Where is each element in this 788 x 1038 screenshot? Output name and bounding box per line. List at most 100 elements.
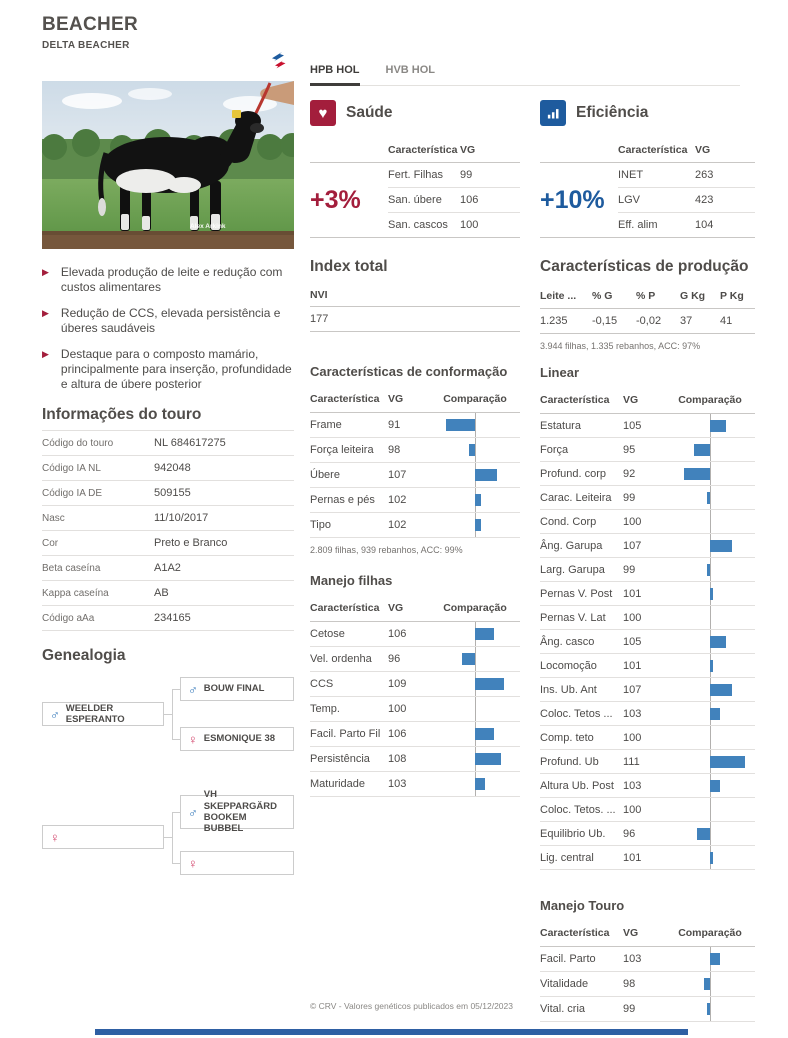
male-icon: ♂ — [50, 706, 60, 722]
comparison-centerline — [710, 972, 711, 996]
table-row: Profund. Ub 111 — [540, 750, 755, 774]
left-column: BEACHER DELTA BEACHER — [41, 14, 304, 887]
info-row: Código aAa 234165 — [42, 606, 294, 631]
comparison-bar — [710, 953, 720, 965]
column-header-vg: VG — [460, 144, 476, 156]
vg-value: 100 — [623, 611, 642, 624]
feature-label: Tipo — [310, 519, 331, 531]
feature-label: Facil. Parto — [540, 953, 596, 965]
table-row: Força 95 — [540, 438, 755, 462]
table-row: INET 263 — [618, 163, 755, 187]
page-subtitle: DELTA BEACHER — [42, 40, 130, 51]
feature-label: Pernas e pés — [310, 494, 375, 506]
feature-label: Comp. teto — [540, 731, 594, 744]
bull-info-table: Código do touro NL 684617275 Código IA NL 9… — [42, 430, 294, 631]
feature-label: Frame — [310, 419, 342, 431]
production-value: 1.235 — [540, 315, 568, 327]
table-row: Profund. corp 92 — [540, 462, 755, 486]
male-icon: ♂ — [188, 681, 198, 697]
comparison-cell — [665, 414, 755, 437]
feature-label: Pernas V. Lat — [540, 611, 606, 624]
bull-photo: Alex Arkink — [41, 81, 304, 249]
feature-label: LGV — [618, 194, 641, 206]
info-row: Beta caseína A1A2 — [42, 556, 294, 581]
table-row: Locomoção 101 — [540, 654, 755, 678]
comparison-cell — [665, 822, 755, 845]
comparison-cell — [665, 654, 755, 677]
triangle-bullet-icon: ▶ — [42, 308, 49, 318]
vg-value: 107 — [623, 683, 642, 696]
nvi-value: 177 — [310, 307, 520, 332]
production-value: 41 — [720, 315, 733, 327]
vg-value: 96 — [388, 653, 401, 665]
comparison-bar — [475, 778, 485, 790]
comparison-bar — [710, 635, 726, 648]
comparison-cell — [430, 772, 520, 796]
comparison-bar — [710, 587, 714, 600]
bull-management-table: Característica VG Comparação Facil. Parto 10… — [540, 920, 755, 1022]
sire-name: WEELDER ESPERANTO — [65, 702, 125, 725]
table-row: Larg. Garupa 99 — [540, 558, 755, 582]
table-row: Cetose 106 — [310, 622, 520, 647]
table-row: Fert. Filhas 99 — [388, 163, 520, 187]
info-row: Código IA DE 509155 — [42, 481, 294, 506]
table-row: Frame 91 — [310, 413, 520, 438]
column-header-vg: VG — [388, 602, 404, 614]
info-row: Código IA NL 942048 — [42, 456, 294, 481]
table-body: +3% Fert. Filhas 99 San. úbere 106 San. casco… — [310, 163, 520, 238]
health-title: Saúde — [346, 104, 393, 121]
crv-logo-icon — [266, 50, 288, 72]
vg-value: 105 — [623, 419, 642, 432]
highlight-item: ▶ Elevada produção de leite e redução co… — [42, 265, 294, 295]
comparison-centerline — [710, 558, 711, 581]
comparison-bar — [710, 419, 726, 432]
comparison-bar — [710, 779, 720, 792]
vg-value: 101 — [623, 851, 642, 864]
table-row: Comp. teto 100 — [540, 726, 755, 750]
comparison-bar — [710, 851, 714, 864]
vg-value: 100 — [388, 703, 407, 715]
feature-label: San. úbere — [388, 194, 442, 206]
column-header-caracteristica: Característica — [310, 602, 380, 614]
comparison-cell — [665, 510, 755, 533]
comparison-cell — [430, 647, 520, 671]
index-total-title: Index total — [310, 258, 388, 275]
feature-label: Coloc. Tetos. ... — [540, 803, 616, 816]
table-row: Facil. Parto Fil 106 — [310, 722, 520, 747]
info-label: Nasc — [42, 512, 65, 524]
feature-label: Cond. Corp — [540, 515, 597, 528]
feature-label: Pernas V. Post — [540, 587, 613, 600]
comparison-bar — [462, 653, 475, 665]
vg-value: 101 — [623, 587, 642, 600]
info-row: Nasc 11/10/2017 — [42, 506, 294, 531]
table-row: Equilibrio Ub. 96 — [540, 822, 755, 846]
feature-label: Persistência — [310, 753, 370, 765]
feature-label: Locomoção — [540, 659, 597, 672]
dam-box: ♀ — [42, 825, 164, 849]
feature-label: CCS — [310, 678, 334, 690]
info-label: Código IA DE — [42, 487, 103, 499]
tab-hvb-hol[interactable]: HVB HOL — [385, 64, 436, 76]
comparison-cell — [430, 413, 520, 437]
feature-label: Profund. corp — [540, 467, 607, 480]
efficiency-title: Eficiência — [576, 104, 649, 121]
column-header-vg: VG — [695, 144, 711, 156]
comparison-cell — [430, 622, 520, 646]
tree-connector — [172, 689, 173, 739]
comparison-cell — [665, 462, 755, 485]
comparison-bar — [706, 563, 710, 576]
daughter-management-title: Manejo filhas — [310, 573, 393, 588]
tab-hpb-hol[interactable]: HPB HOL — [310, 64, 360, 86]
bull-management-title: Manejo Touro — [540, 898, 625, 913]
comparison-cell — [665, 438, 755, 461]
feature-label: Eff. alim — [618, 219, 658, 231]
production-title: Características de produção — [540, 258, 749, 275]
production-column-header: Leite ... — [540, 290, 577, 302]
table-row: Pernas e pés 102 — [310, 488, 520, 513]
production-value: -0,02 — [636, 315, 662, 327]
comparison-bar — [475, 628, 495, 640]
comparison-cell — [430, 463, 520, 487]
table-row: Estatura 105 — [540, 414, 755, 438]
info-label: Código do touro — [42, 437, 114, 449]
comparison-bar — [684, 467, 710, 480]
